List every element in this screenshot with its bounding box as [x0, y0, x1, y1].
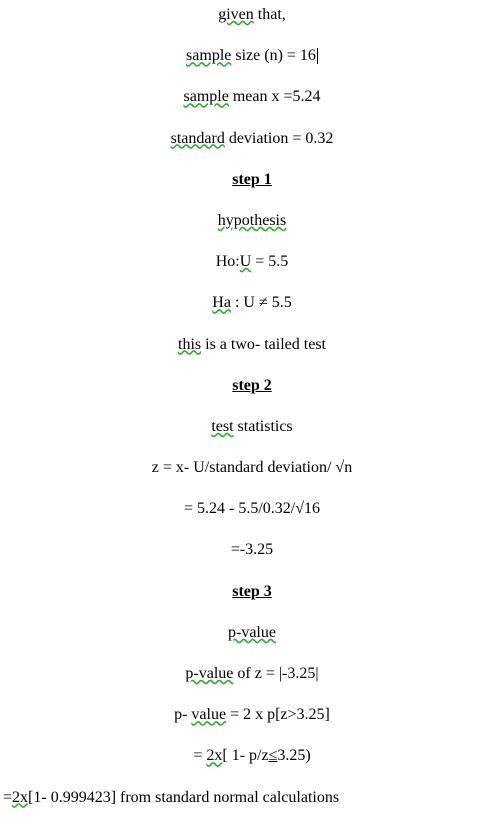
text: statistics — [234, 418, 293, 435]
text: [1- 0.999423] from standard normal calcu… — [28, 789, 339, 806]
line-std-dev: standard deviation = 0.32 — [3, 129, 501, 148]
text: z = x- U/standard deviation/ √n — [152, 459, 352, 476]
text: Ho: — [216, 253, 240, 270]
line-z-formula: z = x- U/standard deviation/ √n — [3, 458, 501, 477]
line-sample-mean: sample mean x =5.24 — [3, 87, 501, 106]
line-pvalue-of-z: p-value of z = |-3.25| — [3, 664, 501, 683]
word-u: U — [240, 253, 252, 270]
text: that, — [254, 6, 286, 23]
line-given: given that, — [3, 5, 501, 24]
word-given: given — [218, 6, 254, 23]
word-ha: Ha — [212, 294, 231, 311]
word-value: value — [191, 706, 226, 723]
text: = — [3, 789, 12, 806]
text: 3.25) — [277, 747, 310, 764]
word-pvalue: p-value — [228, 624, 276, 641]
word-hypothesis: hypothesis — [218, 212, 286, 229]
text: p- — [174, 706, 191, 723]
line-z-numbers: = 5.24 - 5.5/0.32/√16 — [3, 499, 501, 518]
text-cursor — [317, 48, 318, 64]
text: is a two- tailed test — [201, 336, 326, 353]
text: = 5.24 - 5.5/0.32/√16 — [184, 500, 320, 517]
text: : U ≠ 5.5 — [231, 294, 292, 311]
word-sample: sample — [186, 47, 231, 64]
line-final-calc: =2x[1- 0.999423] from standard normal ca… — [3, 788, 501, 807]
line-two-tailed: this is a two- tailed test — [3, 335, 501, 354]
step2-label: step 2 — [232, 377, 272, 394]
word-standard: standard — [171, 130, 225, 147]
text: deviation = 0.32 — [225, 130, 334, 147]
line-ha: Ha : U ≠ 5.5 — [3, 293, 501, 312]
line-test-stats: test statistics — [3, 417, 501, 436]
heading-step3: step 3 — [3, 582, 501, 601]
document-page: given that, sample size (n) = 16 sample … — [0, 0, 504, 825]
word-pvalue: p-value — [185, 665, 233, 682]
line-pvalue-heading: p-value — [3, 623, 501, 642]
text: = 2 x p[z>3.25] — [226, 706, 330, 723]
text: = — [193, 747, 206, 764]
step3-label: step 3 — [232, 583, 272, 600]
word-sample: sample — [184, 88, 229, 105]
text: size (n) = 16 — [231, 47, 316, 64]
text: = 5.5 — [251, 253, 288, 270]
line-sample-size: sample size (n) = 16 — [3, 46, 501, 65]
word-this: this — [178, 336, 201, 353]
line-pvalue-eq: p- value = 2 x p[z>3.25] — [3, 705, 501, 724]
line-hypothesis: hypothesis — [3, 211, 501, 230]
line-ho: Ho:U = 5.5 — [3, 252, 501, 271]
word-2x: 2x — [12, 789, 28, 806]
line-z-result: =-3.25 — [3, 540, 501, 559]
step1-label: step 1 — [232, 171, 272, 188]
word-2x: 2x — [206, 747, 222, 764]
text: mean x =5.24 — [229, 88, 321, 105]
heading-step1: step 1 — [3, 170, 501, 189]
text: [ 1- p/z — [222, 747, 268, 764]
text: =-3.25 — [231, 541, 273, 558]
line-pvalue-expand: = 2x[ 1- p/z≤3.25) — [3, 746, 501, 765]
heading-step2: step 2 — [3, 376, 501, 395]
text: of z = |-3.25| — [233, 665, 318, 682]
word-test: test — [211, 418, 233, 435]
